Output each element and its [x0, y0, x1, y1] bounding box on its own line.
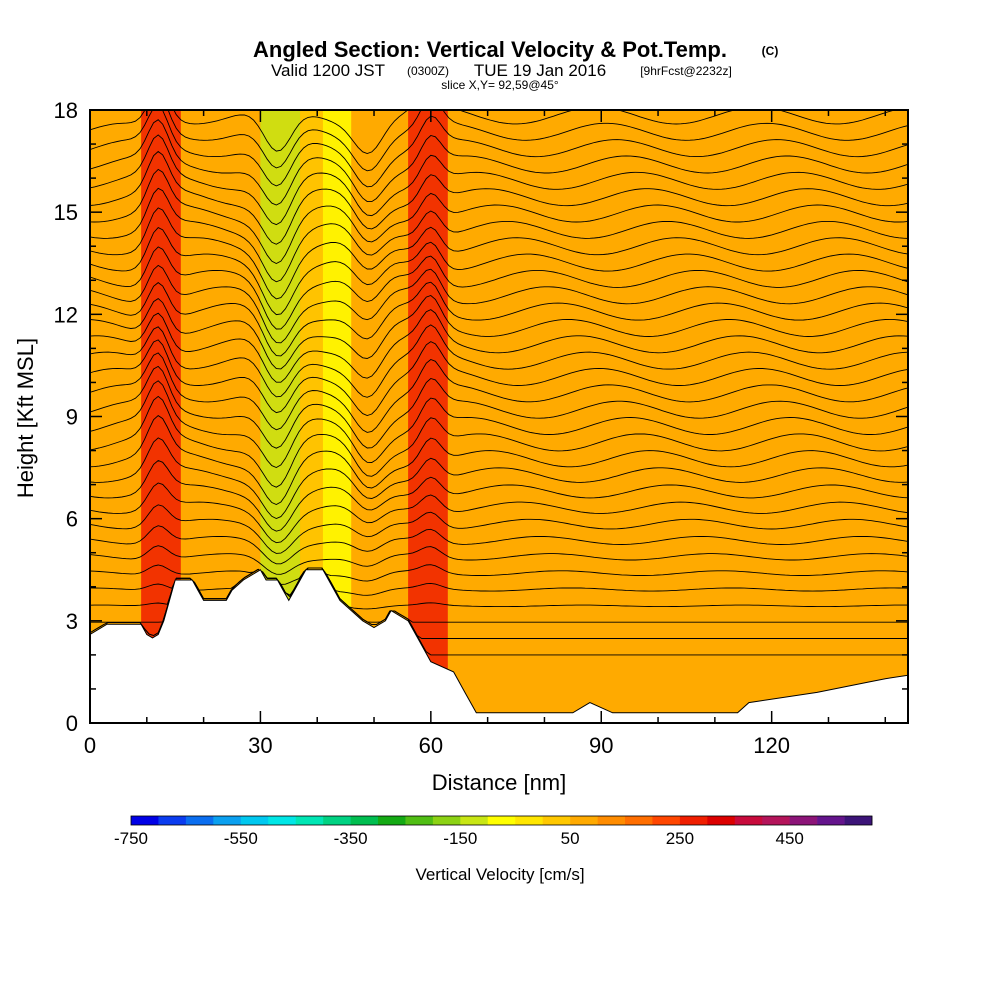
isentrope-14 — [90, 380, 908, 469]
isentrope-5 — [90, 564, 908, 585]
colorbar-swatch-23 — [762, 816, 790, 825]
subtitle-date: TUE 19 Jan 2016 — [474, 61, 606, 80]
subtitle-forecast: [9hrFcst@2232z] — [640, 64, 732, 78]
terrain-mask — [90, 569, 908, 723]
isentrope-13 — [90, 395, 908, 488]
x-tick-label-4: 120 — [753, 733, 790, 758]
isentrope-8 — [90, 504, 908, 554]
subtitle-utc: (0300Z) — [407, 64, 449, 78]
colorbar-frame — [130, 815, 873, 826]
colorbar-swatch-26 — [844, 816, 873, 825]
velocity-band-7 — [408, 110, 448, 723]
potential-temperature-contours — [90, 110, 908, 656]
isentrope-22 — [90, 264, 908, 344]
colorbar-swatch-19 — [652, 816, 681, 825]
colorbar-swatch-10 — [405, 816, 434, 825]
colorbar-swatch-17 — [597, 816, 626, 825]
colorbar-swatch-11 — [432, 816, 461, 825]
y-tick-label-1: 3 — [66, 609, 78, 634]
isentrope-17 — [90, 339, 908, 416]
colorbar-swatch-12 — [460, 816, 489, 825]
colorbar-swatch-24 — [789, 816, 818, 825]
subtitle-valid: Valid 1200 JST — [271, 61, 385, 80]
colorbar-swatch-20 — [679, 816, 708, 825]
colorbar-label-3: -150 — [443, 829, 477, 848]
isentrope-18 — [90, 324, 908, 398]
colorbar-label-5: 250 — [666, 829, 694, 848]
colorbar-label-0: -750 — [114, 829, 148, 848]
isentrope-9 — [90, 482, 908, 544]
chart-title: Angled Section: Vertical Velocity & Pot.… — [253, 37, 727, 62]
chart-title-unit: (C) — [762, 44, 779, 58]
colorbar-swatch-14 — [515, 816, 543, 825]
velocity-band-8 — [447, 110, 908, 723]
isentrope-4 — [90, 567, 908, 596]
colorbar-swatch-6 — [295, 816, 324, 825]
colorbar-swatch-16 — [570, 816, 598, 825]
isentrope-20 — [90, 294, 908, 370]
isentrope-24 — [90, 227, 908, 316]
isentrope-6 — [90, 545, 908, 575]
colorbar-swatch-2 — [185, 816, 214, 825]
isentrope-16 — [90, 352, 908, 433]
isentrope-32 — [90, 110, 908, 172]
x-tick-label-2: 60 — [419, 733, 443, 758]
isentrope-25 — [90, 207, 908, 300]
colorbar-label-1: -550 — [224, 829, 258, 848]
colorbar-swatch-18 — [625, 816, 653, 825]
colorbar: -750 -550 -350 -150 50 250 450 — [114, 815, 873, 848]
colorbar-label-2: -350 — [334, 829, 368, 848]
colorbar-swatch-7 — [323, 816, 351, 825]
colorbar-swatch-21 — [707, 816, 736, 825]
colorbar-swatch-15 — [542, 816, 571, 825]
x-axis-label: Distance [nm] — [432, 770, 567, 795]
isentrope-7 — [90, 525, 908, 565]
colorbar-swatch-4 — [240, 816, 269, 825]
y-tick-label-4: 12 — [54, 302, 78, 327]
x-tick-label-0: 0 — [84, 733, 96, 758]
colorbar-swatch-5 — [268, 816, 296, 825]
colorbar-label-6: 450 — [776, 829, 804, 848]
isentrope-27 — [90, 168, 908, 265]
x-tick-label-1: 30 — [248, 733, 272, 758]
isentrope-28 — [90, 150, 908, 245]
chart-subtitle: Valid 1200 JST (0300Z) TUE 19 Jan 2016 [… — [271, 61, 732, 80]
y-axis-label: Height [Kft MSL] — [13, 338, 38, 498]
isentrope-33 — [90, 110, 897, 154]
y-tick-label-2: 6 — [66, 507, 78, 532]
x-tick-label-3: 90 — [589, 733, 613, 758]
y-tick-label-0: 0 — [66, 711, 78, 736]
y-tick-label-3: 9 — [66, 405, 78, 430]
y-tick-label-6: 18 — [54, 98, 78, 123]
isentrope-23 — [90, 246, 908, 330]
isentrope-3 — [90, 567, 908, 610]
isentrope-29 — [90, 134, 908, 226]
colorbar-swatch-3 — [213, 816, 242, 825]
colorbar-swatch-25 — [817, 816, 845, 825]
isentrope-12 — [90, 415, 908, 506]
slice-label: slice X,Y= 92,59@45° — [441, 78, 559, 92]
colorbar-swatch-0 — [131, 816, 159, 825]
colorbar-swatch-8 — [350, 816, 379, 825]
colorbar-title: Vertical Velocity [cm/s] — [415, 865, 584, 884]
isentrope-30 — [90, 119, 908, 206]
y-tick-label-5: 15 — [54, 200, 78, 225]
isentrope-21 — [90, 281, 908, 357]
colorbar-swatch-13 — [487, 816, 516, 825]
isentrope-19 — [90, 309, 908, 383]
colorbar-swatch-1 — [158, 816, 187, 825]
isentrope-15 — [90, 365, 908, 449]
isentrope-10 — [90, 459, 908, 532]
axis-ticks: 0 30 60 90 120 0 3 6 9 12 15 18 — [54, 98, 908, 758]
colorbar-label-4: 50 — [561, 829, 580, 848]
isentrope-31 — [90, 110, 908, 188]
colorbar-swatch-9 — [378, 816, 406, 825]
isentrope-11 — [90, 437, 908, 519]
isentrope-26 — [90, 187, 908, 283]
colorbar-swatch-22 — [734, 816, 763, 825]
